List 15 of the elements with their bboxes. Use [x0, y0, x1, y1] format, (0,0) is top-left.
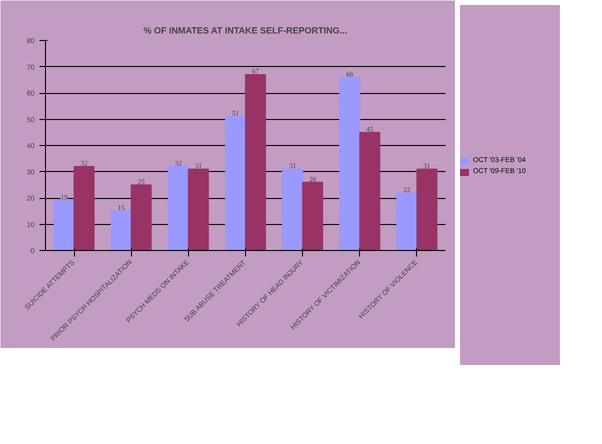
bar	[416, 168, 438, 250]
bar	[396, 192, 418, 250]
bar	[282, 168, 304, 250]
bar	[110, 210, 132, 250]
bar	[245, 74, 266, 250]
bar	[359, 132, 380, 250]
chart-title: % OF INMATES AT INTAKE SELF-REPORTING...	[144, 26, 348, 36]
bar	[302, 182, 324, 250]
bar	[225, 116, 246, 250]
bar	[130, 184, 152, 250]
bar	[188, 168, 209, 250]
bar	[74, 166, 95, 250]
bar	[339, 76, 360, 250]
bar	[168, 166, 189, 250]
bar	[54, 200, 75, 250]
